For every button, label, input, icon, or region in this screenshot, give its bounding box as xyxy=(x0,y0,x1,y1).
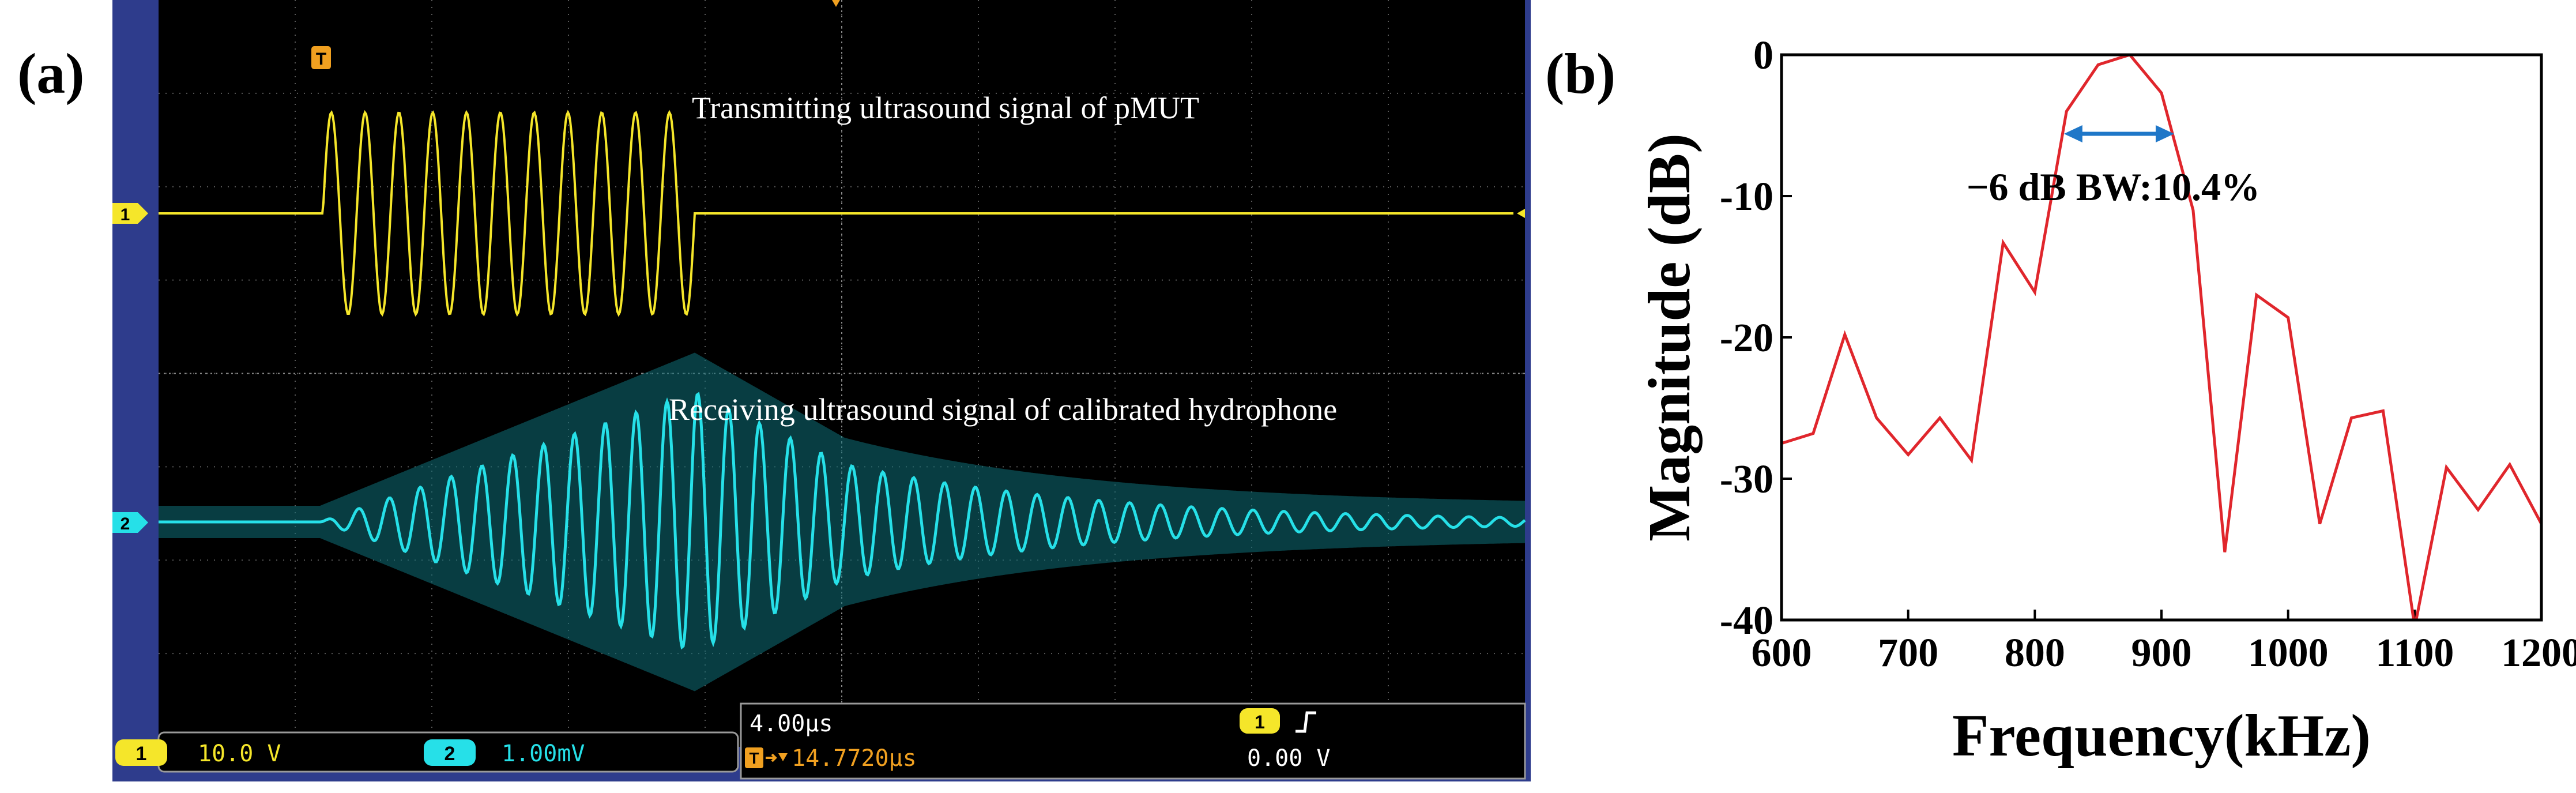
ch1-marker-text: 1 xyxy=(120,205,130,224)
rising-edge-icon xyxy=(1295,711,1316,733)
svg-text:T: T xyxy=(749,749,759,767)
bandwidth-annotation-text: −6 dB BW:10.4% xyxy=(1967,165,2260,209)
oscilloscope-screen: T 1 2 Transmitting ultrasound signal of … xyxy=(112,0,1531,781)
trigger-position-marker xyxy=(832,0,840,7)
bandwidth-annotation: −6 dB BW:10.4% xyxy=(1967,125,2260,209)
ch2-ground-marker: 2 xyxy=(112,512,148,533)
x-tick-label: 1000 xyxy=(2248,631,2329,675)
ch2-scale-badge-text: 2 xyxy=(445,743,455,765)
trigger-delay-icon: T xyxy=(745,747,788,768)
y-tick-label: -20 xyxy=(1720,316,1773,360)
bandwidth-arrow-left-head xyxy=(2063,125,2082,142)
x-tick-label: 800 xyxy=(2005,631,2065,675)
x-tick-label: 900 xyxy=(2131,631,2192,675)
ch2-scale-value: 1.00mV xyxy=(502,741,585,767)
ch2-marker-text: 2 xyxy=(120,514,130,533)
ch1-scale-value: 10.0 V xyxy=(198,741,281,767)
ch2-noise-envelope xyxy=(159,352,1525,691)
status-bar: 1 10.0 V 2 1.00mV 4.00µs T 14.7720µs 1 0… xyxy=(112,702,1531,781)
spectrum-chart: Magnitude (dB) Frequency(kHz) 600 700 800 9… xyxy=(1614,0,2576,793)
ch2-trace xyxy=(159,392,1526,650)
x-axis-label: Frequency(kHz) xyxy=(1952,702,2371,769)
scope-display xyxy=(159,0,1525,747)
timebase-value: 4.00µs xyxy=(750,711,833,737)
x-tick-label: 700 xyxy=(1878,631,1938,675)
ch1-trace xyxy=(159,110,1513,317)
panel-label-b: (b) xyxy=(1545,42,1616,106)
panel-label-a: (a) xyxy=(17,42,85,106)
x-tick-label: 1100 xyxy=(2375,631,2454,675)
axis-ticks: 600 700 800 900 1000 1100 1200 0 -10 -20 -30 -40 xyxy=(1720,33,2576,675)
ch1-offscreen-arrow xyxy=(1517,209,1525,218)
plot-frame xyxy=(1780,53,2543,622)
trigger-t-text: T xyxy=(316,50,326,69)
y-tick-label: -40 xyxy=(1720,599,1773,643)
bandwidth-arrow-right-head xyxy=(2155,125,2174,142)
trigger-delay-value: 14.7720µs xyxy=(792,745,917,772)
ch1-ground-marker: 1 xyxy=(112,203,148,224)
ch1-scale-badge-text: 1 xyxy=(136,743,147,765)
x-tick-label: 1200 xyxy=(2501,631,2576,675)
ch1-annotation: Transmitting ultrasound signal of pMUT xyxy=(692,91,1199,125)
trigger-level-value: 0.00 V xyxy=(1247,745,1331,772)
y-tick-label: 0 xyxy=(1753,33,1773,78)
magnitude-series-line xyxy=(1782,55,2541,620)
y-tick-label: -10 xyxy=(1720,175,1773,219)
ch2-scale-badge xyxy=(424,739,476,766)
timebase-box xyxy=(740,702,1526,780)
ch2-annotation: Receiving ultrasound signal of calibrate… xyxy=(669,392,1337,427)
y-tick-label: -30 xyxy=(1720,457,1773,502)
x-tick-label: 600 xyxy=(1752,631,1812,675)
trigger-source-text: 1 xyxy=(1255,712,1265,732)
y-axis-label: Magnitude (dB) xyxy=(1636,133,1703,542)
ch1-scale-badge xyxy=(115,739,167,766)
trigger-source-badge xyxy=(1240,708,1280,734)
trigger-t-marker: T xyxy=(311,46,331,69)
